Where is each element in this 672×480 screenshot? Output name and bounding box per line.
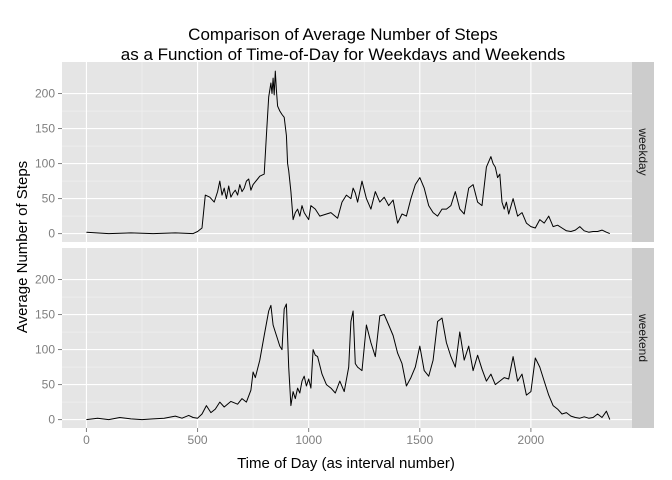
x-tick-label: 1000 bbox=[295, 433, 322, 447]
facet-strip-weekday bbox=[632, 62, 654, 242]
panel-weekday: 0 50 100 150 200 weekday bbox=[35, 62, 654, 242]
x-tick-label: 1500 bbox=[406, 433, 433, 447]
y-tick-label: 100 bbox=[35, 343, 55, 357]
y-tick-label: 200 bbox=[35, 87, 55, 101]
y-tick-label: 0 bbox=[48, 227, 55, 241]
x-tick-label: 2000 bbox=[518, 433, 545, 447]
y-axis-title: Average Number of Steps bbox=[14, 161, 31, 333]
x-axis-title: Time of Day (as interval number) bbox=[237, 455, 455, 472]
y-tick-label: 50 bbox=[42, 192, 56, 206]
chart-title-line-2: as a Function of Time-of-Day for Weekday… bbox=[121, 45, 565, 64]
panel-background bbox=[62, 248, 632, 428]
panel-background bbox=[62, 62, 632, 242]
y-tick-label: 0 bbox=[48, 413, 55, 427]
series-line-weekend bbox=[86, 303, 611, 421]
facet-strip-label: weekday bbox=[636, 127, 650, 175]
y-tick-label: 150 bbox=[35, 122, 55, 136]
facet-strip-label: weekend bbox=[636, 313, 650, 362]
panel-weekend: 0 50 100 150 200 weekend bbox=[35, 248, 654, 428]
y-tick-label: 50 bbox=[42, 378, 56, 392]
y-tick-label: 100 bbox=[35, 157, 55, 171]
facet-strip-weekend bbox=[632, 248, 654, 428]
x-tick-label: 0 bbox=[83, 433, 90, 447]
x-tick-label: 500 bbox=[188, 433, 208, 447]
chart-title-line-1: Comparison of Average Number of Steps bbox=[188, 25, 498, 44]
y-tick-label: 200 bbox=[35, 273, 55, 287]
y-tick-label: 150 bbox=[35, 308, 55, 322]
series-line-weekday bbox=[86, 70, 610, 235]
